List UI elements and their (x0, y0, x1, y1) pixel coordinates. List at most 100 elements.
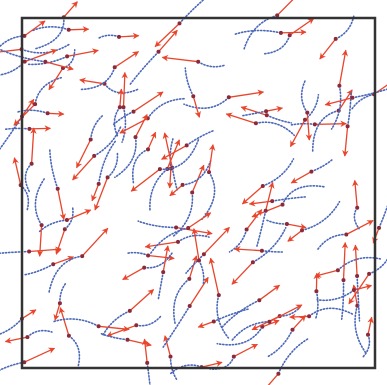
particle-dot (264, 109, 269, 114)
velocity-arrow (208, 144, 216, 173)
particle (0, 309, 37, 335)
trajectory (132, 148, 149, 184)
particle (106, 315, 162, 338)
particle-dot (133, 135, 138, 140)
velocity-arrow (342, 126, 349, 157)
trajectory (59, 282, 67, 304)
velocity-arrow (129, 289, 155, 312)
particle-dot (51, 262, 56, 267)
velocity-arrow (24, 48, 58, 63)
velocity-arrow (314, 269, 339, 278)
trajectory (243, 14, 278, 50)
velocity-arrow (267, 373, 279, 385)
velocity-arrow (36, 225, 44, 257)
trajectory (48, 255, 83, 293)
particle-dot (174, 225, 179, 230)
particle-dot (201, 252, 206, 257)
particle (144, 234, 210, 250)
velocity-arrow (57, 188, 66, 221)
particle (316, 283, 373, 302)
trajectory (277, 337, 310, 375)
trajectory (353, 206, 360, 230)
particle-dot (290, 327, 295, 332)
trajectory (22, 263, 54, 276)
velocity-arrow (55, 229, 66, 255)
particle (289, 94, 320, 148)
particle-dot (244, 227, 249, 232)
particle-dot (134, 323, 139, 328)
particle-dot (333, 36, 338, 41)
particle (126, 251, 175, 261)
particle (22, 255, 75, 276)
particle (251, 185, 327, 218)
velocity-arrow (233, 343, 258, 358)
trajectory (262, 34, 291, 55)
trajectory (281, 185, 327, 206)
particle-dot (25, 335, 30, 340)
particle (149, 139, 181, 212)
particle-dot (105, 175, 110, 180)
trajectory (34, 177, 46, 226)
velocity-arrow (133, 91, 164, 113)
trajectory (311, 109, 340, 152)
velocity-arrow (353, 283, 373, 291)
velocity-arrow (98, 325, 130, 333)
particle (162, 132, 178, 191)
trajectory (93, 125, 122, 157)
velocity-arrow (197, 320, 215, 329)
particle-dot (197, 258, 201, 263)
particle-dot (278, 30, 283, 35)
particle-dot (145, 360, 150, 365)
particle (30, 26, 90, 33)
trajectory (0, 115, 23, 150)
trajectory (271, 196, 308, 202)
velocity-arrow (30, 127, 37, 164)
velocity-arrow (154, 22, 180, 48)
particle (114, 114, 148, 179)
velocity-arrow (161, 54, 199, 63)
trajectory (255, 121, 295, 137)
velocity-arrow (258, 284, 281, 301)
velocity-arrow (12, 157, 22, 186)
particle (161, 54, 227, 68)
particle-dot (309, 169, 314, 174)
particle (24, 127, 37, 194)
velocity-arrow (130, 168, 161, 192)
particle (290, 159, 333, 184)
particle-dot (96, 181, 101, 186)
particle-dot (184, 143, 189, 148)
particle (121, 71, 128, 143)
trajectory (52, 318, 100, 328)
velocity-arrow (166, 168, 174, 189)
velocity-arrow (76, 139, 92, 169)
velocity-arrow (94, 177, 109, 211)
particle (58, 307, 81, 367)
trajectory (262, 158, 295, 187)
particle (231, 227, 287, 285)
velocity-arrow (121, 71, 128, 108)
trajectory (80, 66, 116, 91)
velocity-arrow (324, 97, 353, 107)
trajectory (334, 15, 355, 40)
particle-dot (216, 293, 221, 298)
particle (172, 164, 205, 237)
velocity-arrow (292, 315, 306, 331)
particle (241, 105, 284, 117)
particle-dot (177, 21, 182, 26)
particle-dot (180, 182, 185, 187)
velocity-arrow (265, 181, 275, 211)
trajectory (89, 114, 104, 141)
trajectory (162, 305, 191, 348)
velocity-arrow (161, 144, 188, 160)
particle (48, 227, 109, 293)
velocity-arrow (265, 105, 284, 113)
velocity-arrow (338, 49, 348, 86)
trajectory (102, 310, 131, 336)
particle (208, 257, 230, 339)
particle-dot (127, 308, 132, 313)
velocity-arrow (66, 48, 99, 58)
particle (91, 139, 117, 202)
trajectory (30, 26, 70, 32)
particle (340, 241, 349, 320)
trajectory (181, 160, 212, 186)
